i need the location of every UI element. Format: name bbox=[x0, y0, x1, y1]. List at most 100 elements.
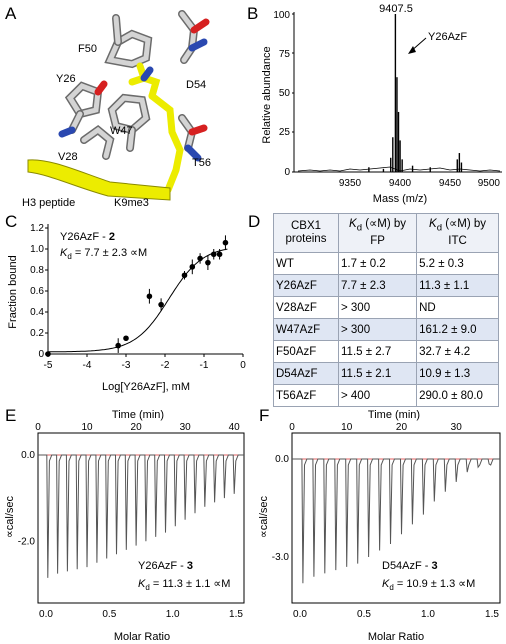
c-point bbox=[146, 293, 153, 300]
label-v28: V28 bbox=[58, 151, 78, 163]
c-xtick: -1 bbox=[200, 360, 209, 371]
b-xlabel: Mass (m/z) bbox=[373, 193, 427, 205]
f-xlabel: Molar Ratio bbox=[368, 631, 424, 643]
label-t56: T56 bbox=[192, 157, 211, 169]
panel-letter-f: F bbox=[259, 406, 270, 425]
table-header-fp: Kd (∝M) by FP bbox=[337, 213, 418, 253]
e-top-tick: 20 bbox=[131, 422, 143, 433]
c-point bbox=[45, 351, 51, 357]
e-yticks: 0.0 -2.0 bbox=[18, 450, 36, 547]
f-ytick: -3.0 bbox=[272, 552, 290, 563]
table-row: T56AzF > 400 290.0 ± 80.0 bbox=[273, 384, 499, 407]
c-point bbox=[210, 251, 217, 258]
f-ylabel: ∝cal/sec bbox=[258, 495, 270, 538]
e-ytick: -2.0 bbox=[18, 536, 36, 547]
c-xtick: -4 bbox=[83, 360, 92, 371]
table-header-row: CBX1 proteins Kd (∝M) by FP Kd (∝M) by I… bbox=[273, 213, 499, 253]
e-top-tick: 10 bbox=[81, 422, 93, 433]
c-point bbox=[158, 301, 164, 308]
panel-a-structure: F50 D54 Y26 W47 V28 T56 K9me3 H3 peptide bbox=[22, 10, 211, 209]
table-row: V28AzF > 300 ND bbox=[273, 296, 499, 319]
c-point bbox=[123, 335, 129, 342]
panel-f-itc: Time (min) 0 10 20 30 ∝cal/sec 0.0-3.0 0.0 0… bbox=[258, 409, 501, 643]
c-ytick: 0.2 bbox=[30, 328, 44, 339]
f-xtick: 0.0 bbox=[293, 609, 307, 620]
h3-peptide-ribbon bbox=[27, 159, 171, 201]
e-xtick: 1.5 bbox=[229, 609, 243, 620]
c-kd: Kd = 7.7 ± 2.3 ∝M bbox=[60, 247, 147, 261]
e-thermogram bbox=[38, 454, 244, 578]
c-kd-symbol: K bbox=[60, 247, 68, 259]
b-ytick: 75 bbox=[279, 49, 291, 60]
e-top-ticks: 0 10 20 30 40 bbox=[35, 422, 240, 433]
table-row: Y26AzF 7.7 ± 2.3 11.3 ± 1.1 bbox=[273, 274, 499, 297]
f-top-label: Time (min) bbox=[368, 409, 420, 421]
panel-letter-c: C bbox=[5, 212, 18, 231]
e-frame bbox=[37, 432, 245, 604]
table-row: D54AzF 11.5 ± 2.1 10.9 ± 1.3 bbox=[273, 362, 499, 385]
e-annotation: Y26AzF - 3 bbox=[138, 560, 193, 572]
e-ylabel: ∝cal/sec bbox=[4, 495, 16, 538]
c-yticks: 0 0.2 0.4 0.6 0.8 1.0 1.2 bbox=[30, 223, 44, 360]
panel-letter-b: B bbox=[247, 4, 259, 23]
c-point bbox=[189, 264, 196, 270]
protein-sticks bbox=[58, 10, 210, 162]
b-tick-marks bbox=[292, 13, 294, 173]
b-xtick: 9450 bbox=[439, 178, 462, 189]
b-xtick: 9500 bbox=[478, 178, 501, 189]
c-annotation: Y26AzF - 2 bbox=[60, 231, 115, 243]
f-top-tick: 30 bbox=[451, 422, 463, 433]
f-bottom-ticks: 0.0 0.5 1.0 1.5 bbox=[293, 609, 499, 620]
label-k9me3: K9me3 bbox=[114, 197, 149, 209]
c-ytick: 0.6 bbox=[30, 286, 44, 297]
c-xtick: -3 bbox=[122, 360, 131, 371]
f-kd: Kd = 10.9 ± 1.3 ∝M bbox=[382, 578, 475, 592]
f-annotation: D54AzF - 3 bbox=[382, 560, 438, 572]
c-xtick: -5 bbox=[44, 360, 53, 371]
e-xtick: 1.0 bbox=[166, 609, 180, 620]
f-frame bbox=[291, 432, 501, 604]
c-annotation-bold: 2 bbox=[109, 231, 115, 243]
table-row: WT 1.7 ± 0.2 5.2 ± 0.3 bbox=[273, 252, 499, 275]
b-yticks: 100 75 50 25 0 bbox=[273, 10, 290, 178]
f-xtick: 1.5 bbox=[485, 609, 499, 620]
c-ytick: 0.4 bbox=[30, 307, 44, 318]
f-top-tick: 10 bbox=[341, 422, 353, 433]
f-top-tick: 0 bbox=[289, 422, 295, 433]
panel-letter-d: D bbox=[248, 212, 261, 231]
c-annotation-name: Y26AzF - bbox=[60, 231, 109, 243]
f-yticks: 0.0 -3.0 bbox=[272, 454, 290, 563]
c-point bbox=[181, 272, 188, 279]
label-y26: Y26 bbox=[56, 73, 76, 85]
label-h3-peptide: H3 peptide bbox=[22, 197, 75, 209]
c-point bbox=[197, 255, 203, 262]
f-xtick: 0.5 bbox=[357, 609, 371, 620]
panel-letter-a: A bbox=[5, 4, 17, 23]
c-xlabel: Log[Y26AzF], mM bbox=[102, 381, 190, 393]
b-ytick: 100 bbox=[273, 10, 290, 21]
panel-letter-e: E bbox=[5, 406, 17, 425]
e-xlabel: Molar Ratio bbox=[114, 631, 170, 643]
b-peak-label: 9407.5 bbox=[379, 3, 413, 15]
c-ytick: 1.0 bbox=[30, 244, 44, 255]
label-f50: F50 bbox=[78, 43, 97, 55]
b-ylabel: Relative abundance bbox=[261, 46, 273, 143]
e-xtick: 0.5 bbox=[102, 609, 116, 620]
c-xticks: -5 -4 -3 -2 -1 0 bbox=[44, 360, 247, 371]
c-point bbox=[205, 259, 211, 266]
f-thermogram bbox=[292, 458, 500, 584]
table-header-proteins: CBX1 proteins bbox=[273, 213, 339, 253]
c-kd-value: = 7.7 ± 2.3 ∝M bbox=[72, 247, 147, 259]
b-ytick: 0 bbox=[284, 167, 290, 178]
label-w47: W47 bbox=[110, 125, 133, 137]
f-ytick: 0.0 bbox=[275, 454, 289, 465]
panel-e-itc: Time (min) 0 10 20 30 40 ∝cal/sec 0.0 -2.0 0.… bbox=[4, 409, 245, 643]
table-header-itc: Kd (∝M) by ITC bbox=[416, 213, 499, 253]
b-xticks: 9350 9400 9450 9500 bbox=[339, 178, 501, 189]
table-row: F50AzF 11.5 ± 2.7 32.7 ± 4.2 bbox=[273, 340, 499, 363]
b-xtick: 9400 bbox=[389, 178, 412, 189]
label-d54: D54 bbox=[186, 79, 206, 91]
f-xtick: 1.0 bbox=[421, 609, 435, 620]
f-top-tick: 20 bbox=[396, 422, 408, 433]
b-ytick: 25 bbox=[279, 127, 291, 138]
